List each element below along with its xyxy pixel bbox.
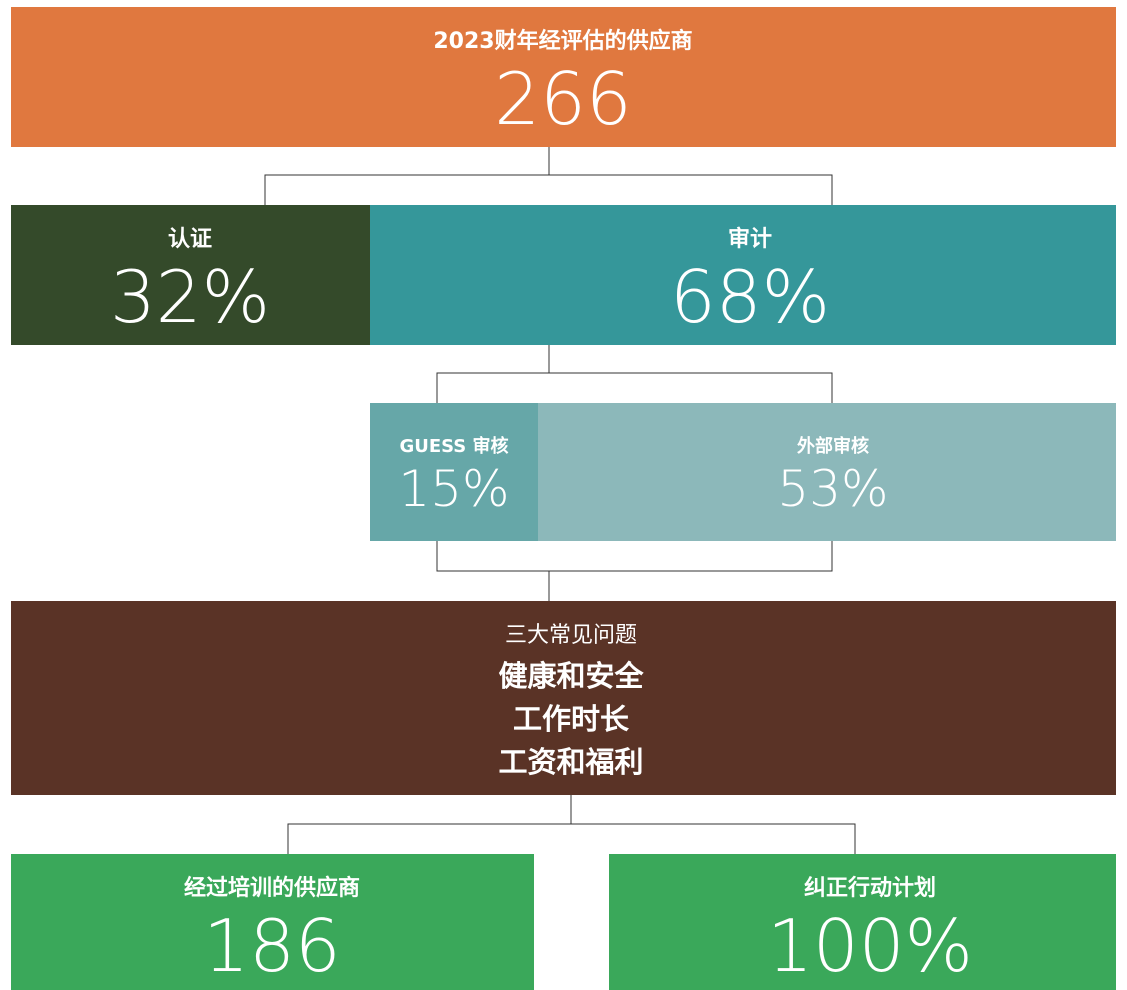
cert-label: 认证 bbox=[168, 227, 212, 252]
issues-box bbox=[11, 601, 1116, 795]
cap-label: 纠正行动计划 bbox=[804, 875, 936, 901]
trained-box bbox=[11, 854, 534, 990]
top-value: 266 bbox=[494, 57, 631, 141]
cert-box bbox=[11, 205, 370, 345]
cap-value: 100% bbox=[767, 904, 973, 988]
top-label: 2023财年经评估的供应商 bbox=[433, 28, 692, 54]
issue: 工资和福利 bbox=[498, 745, 643, 779]
guess-box bbox=[370, 403, 538, 541]
external-label: 外部审核 bbox=[797, 435, 869, 457]
external-box bbox=[538, 403, 1116, 541]
audit-label: 审计 bbox=[728, 226, 772, 252]
connector bbox=[264, 147, 856, 854]
guess-value: 15% bbox=[398, 460, 509, 518]
issues-title: 三大常见问题 bbox=[505, 623, 637, 648]
audit-box bbox=[370, 205, 1116, 345]
cert-value: 32% bbox=[110, 255, 270, 339]
issue: 健康和安全 bbox=[498, 659, 644, 693]
issue: 工作时长 bbox=[513, 702, 630, 736]
guess-label: GUESS 审核 bbox=[399, 435, 508, 457]
trained-label: 经过培训的供应商 bbox=[184, 875, 360, 901]
cap-box bbox=[609, 854, 1116, 990]
audit-value: 68% bbox=[670, 255, 830, 339]
trained-value: 186 bbox=[203, 904, 340, 988]
external-value: 53% bbox=[777, 460, 888, 518]
top-box bbox=[11, 7, 1116, 147]
